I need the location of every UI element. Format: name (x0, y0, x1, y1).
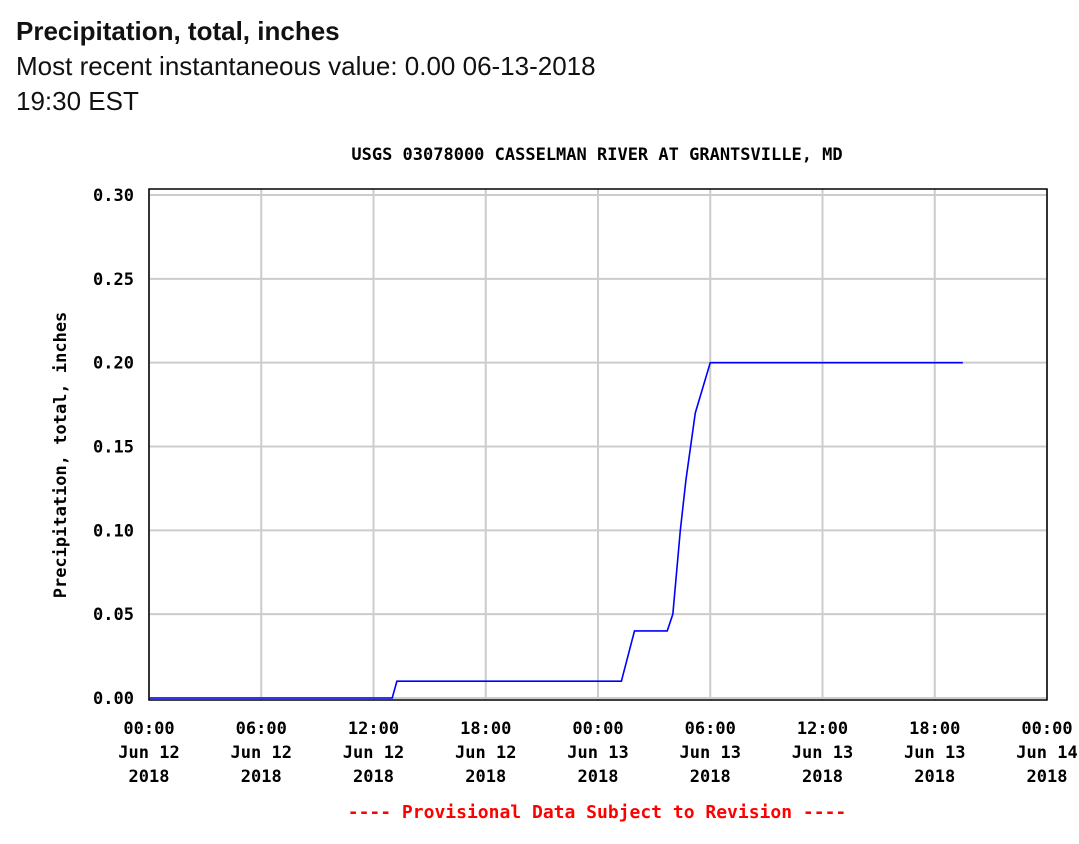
chart-title: USGS 03078000 CASSELMAN RIVER AT GRANTSV… (351, 145, 842, 165)
x-tick-label: 2018 (353, 767, 394, 787)
x-tick-label: 06:00 (236, 719, 287, 739)
recent-value: Most recent instantaneous value: 0.00 06… (16, 51, 596, 116)
x-tick-label: 18:00 (909, 719, 960, 739)
y-tick-label: 0.05 (93, 605, 134, 625)
y-tick-label: 0.00 (93, 689, 134, 709)
x-tick-label: Jun 12 (343, 743, 404, 763)
x-tick-label: 2018 (465, 767, 506, 787)
x-tick-label: 2018 (578, 767, 619, 787)
header: Precipitation, total, inches Most recent… (16, 14, 636, 119)
x-tick-label: 18:00 (460, 719, 511, 739)
y-tick-label: 0.10 (93, 521, 134, 541)
x-tick-label: Jun 14 (1016, 743, 1077, 763)
y-axis-label: Precipitation, total, inches (51, 312, 71, 599)
y-tick-label: 0.15 (93, 438, 134, 458)
y-tick-label: 0.25 (93, 270, 134, 290)
y-tick-label: 0.20 (93, 354, 134, 374)
x-tick-label: Jun 12 (231, 743, 292, 763)
y-tick-label: 0.30 (93, 186, 134, 206)
x-tick-label: Jun 13 (904, 743, 965, 763)
x-tick-label: 00:00 (123, 719, 174, 739)
x-tick-label: Jun 12 (455, 743, 516, 763)
series-line (149, 361, 963, 699)
x-tick-label: 2018 (241, 767, 282, 787)
plot-frame (148, 188, 1048, 701)
x-tick-label: 2018 (690, 767, 731, 787)
x-tick-label: 2018 (914, 767, 955, 787)
x-tick-label: 12:00 (348, 719, 399, 739)
x-tick-label: 2018 (802, 767, 843, 787)
x-tick-label: 2018 (1027, 767, 1068, 787)
x-tick-label: Jun 13 (792, 743, 853, 763)
x-tick-label: Jun 13 (680, 743, 741, 763)
x-tick-label: 12:00 (797, 719, 848, 739)
x-tick-label: 00:00 (572, 719, 623, 739)
x-tick-label: Jun 12 (118, 743, 179, 763)
x-tick-label: 06:00 (685, 719, 736, 739)
x-tick-label: Jun 13 (567, 743, 628, 763)
x-tick-label: 2018 (129, 767, 170, 787)
x-tick-label: 00:00 (1021, 719, 1072, 739)
page-title: Precipitation, total, inches (16, 16, 340, 46)
provisional-note: ---- Provisional Data Subject to Revisio… (348, 802, 847, 823)
